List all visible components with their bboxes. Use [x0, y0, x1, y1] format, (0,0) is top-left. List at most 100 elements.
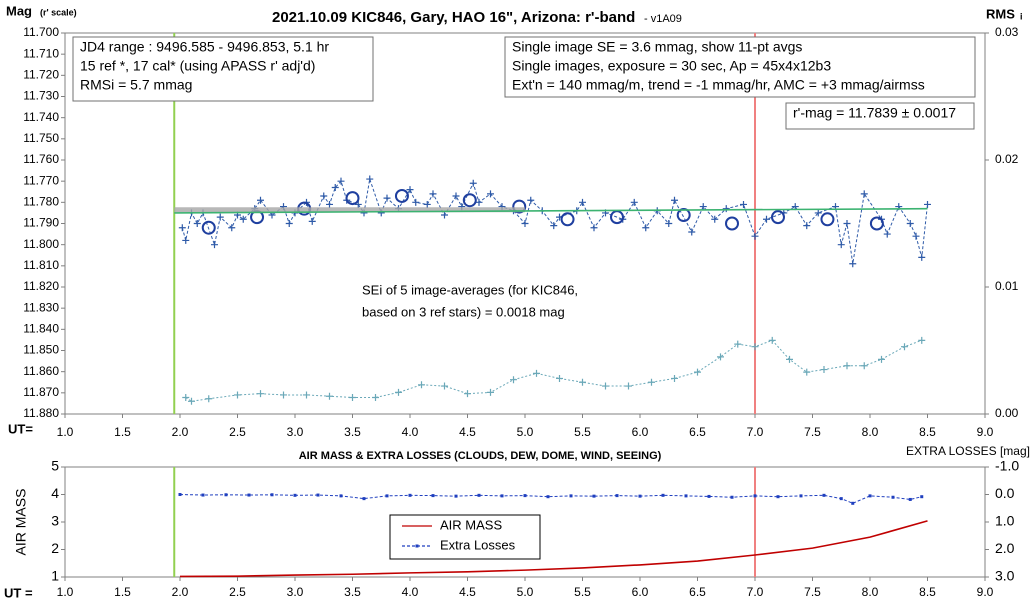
- point-marker: [711, 215, 719, 223]
- x-tick-label: 6.5: [689, 585, 706, 599]
- y2-tick-label: 3.0: [995, 568, 1015, 584]
- point-marker: [182, 393, 190, 401]
- point-marker: [860, 362, 868, 370]
- point-marker: [740, 200, 747, 208]
- y-tick-label: 1: [51, 568, 59, 584]
- point-marker: [293, 493, 297, 497]
- point-marker: [722, 205, 730, 213]
- point-marker: [487, 190, 494, 198]
- x-tick-label: 8.5: [919, 425, 936, 439]
- y-axis-label: AIR MASS: [13, 489, 29, 556]
- point-marker: [464, 390, 471, 398]
- point-marker: [671, 374, 678, 382]
- x-tick-label: 6.0: [632, 425, 649, 439]
- point-marker: [280, 391, 287, 399]
- point-marker: [320, 192, 328, 200]
- point-marker: [868, 494, 872, 498]
- point-marker: [395, 388, 402, 396]
- point-marker: [776, 495, 780, 499]
- average-marker: [725, 216, 739, 231]
- y-tick-label: 11.820: [23, 279, 59, 293]
- point-marker: [247, 493, 251, 497]
- point-marker: [178, 493, 182, 496]
- point-marker: [924, 200, 931, 208]
- point-marker: [630, 198, 638, 206]
- point-marker: [385, 494, 389, 498]
- legend-box: [389, 514, 541, 560]
- y-tick-label: 11.830: [23, 300, 59, 314]
- point-marker: [661, 493, 665, 497]
- series-line: [185, 339, 922, 402]
- legend-swatch-marker: [415, 544, 419, 548]
- x-tick-label: 2.0: [172, 425, 189, 439]
- x-tick-label: 9.0: [977, 585, 994, 599]
- point-marker: [285, 220, 293, 227]
- point-marker: [860, 190, 868, 198]
- point-marker: [510, 376, 517, 384]
- point-marker: [803, 222, 811, 230]
- point-marker: [257, 390, 264, 398]
- point-marker: [354, 200, 362, 208]
- point-marker: [418, 381, 425, 389]
- average-marker: [771, 210, 785, 225]
- x-tick-label: 6.0: [632, 585, 649, 599]
- point-marker: [717, 353, 724, 361]
- annotation-text: Single image SE = 3.6 mmag, show 11-pt a…: [512, 39, 802, 55]
- point-marker: [843, 362, 851, 370]
- annotation-text: Ext'n = 140 mmag/m, trend = -1 mmag/hr, …: [512, 77, 925, 93]
- point-marker: [523, 494, 527, 498]
- x-tick-label: 3.5: [344, 425, 361, 439]
- point-marker: [383, 194, 391, 202]
- point-marker: [822, 493, 826, 497]
- point-marker: [799, 494, 803, 498]
- point-marker: [521, 220, 529, 227]
- point-marker: [908, 497, 912, 501]
- annotation-box: [72, 36, 374, 102]
- y-tick-label: 11.770: [23, 173, 59, 187]
- point-marker: [837, 241, 845, 249]
- y2-axis-label: RMS: [986, 6, 1015, 21]
- point-marker: [906, 220, 914, 227]
- average-marker: [345, 191, 360, 206]
- y2-tick-label: -1.0: [995, 458, 1019, 474]
- point-marker: [920, 495, 924, 499]
- point-marker: [239, 215, 247, 223]
- point-marker: [303, 391, 310, 399]
- point-marker: [556, 374, 563, 382]
- y-tick-label: 11.760: [23, 152, 59, 166]
- point-marker: [579, 378, 586, 386]
- average-marker: [201, 220, 216, 235]
- point-marker: [803, 368, 811, 376]
- point-marker: [406, 186, 414, 194]
- y2-tick-label: 0.00: [995, 406, 1019, 420]
- legend-label: AIR MASS: [440, 517, 502, 532]
- point-marker: [912, 232, 920, 240]
- point-marker: [337, 177, 345, 185]
- x-tick-label: 2.5: [229, 425, 246, 439]
- point-marker: [441, 382, 448, 390]
- point-marker: [429, 190, 437, 198]
- x-tick-label: 4.5: [459, 425, 476, 439]
- y-tick-label: 11.850: [23, 343, 59, 357]
- x-tick-label: 9.0: [977, 425, 994, 439]
- point-marker: [188, 397, 195, 405]
- point-marker: [454, 494, 458, 498]
- x-tick-label: 7.0: [747, 425, 764, 439]
- point-marker: [763, 215, 770, 223]
- average-marker: [512, 199, 527, 214]
- x-tick-label: 2.5: [229, 585, 246, 599]
- point-marker: [648, 378, 655, 386]
- x-tick-label: 7.5: [804, 425, 821, 439]
- y-tick-label: 11.710: [23, 46, 59, 60]
- point-marker: [487, 388, 494, 396]
- annotation-text: based on 3 ref stars) = 0.0018 mag: [362, 304, 565, 319]
- chart-title: 2021.10.09 KIC846, Gary, HAO 16", Arizon…: [272, 9, 635, 26]
- point-marker: [590, 224, 598, 232]
- point-marker: [602, 382, 609, 390]
- point-marker: [891, 495, 895, 499]
- point-marker: [349, 393, 356, 401]
- x-tick-label: 3.0: [287, 425, 304, 439]
- series-line: [181, 178, 928, 264]
- x-axis-label: UT =: [4, 585, 33, 600]
